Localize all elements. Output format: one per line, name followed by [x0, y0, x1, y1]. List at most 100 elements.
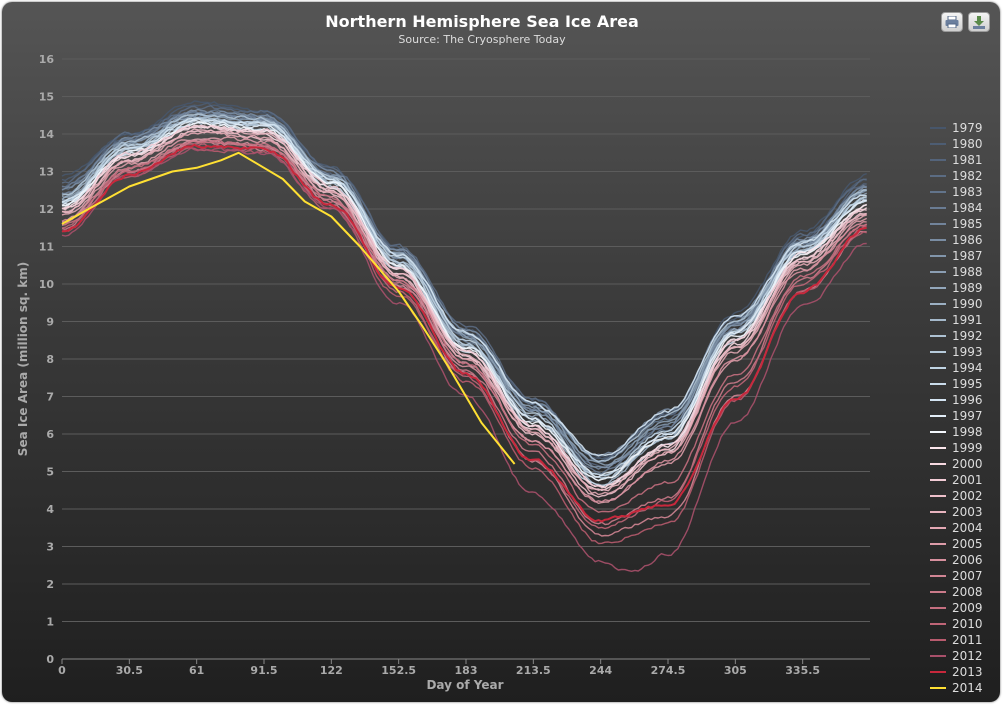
y-tick-label: 2	[46, 578, 54, 591]
chart-title: Northern Hemisphere Sea Ice Area	[325, 12, 638, 31]
legend-label: 1986	[952, 233, 983, 247]
legend-item-1979[interactable]: 1979	[930, 121, 983, 135]
legend-label: 1982	[952, 169, 983, 183]
series-line-2003	[62, 128, 868, 492]
series-line-2000	[61, 124, 868, 491]
legend-item-1991[interactable]: 1991	[930, 313, 983, 327]
x-tick-label: 30.5	[116, 664, 143, 677]
legend-label: 1995	[952, 377, 983, 391]
legend-label: 1991	[952, 313, 983, 327]
legend-label: 1989	[952, 281, 983, 295]
legend-item-1988[interactable]: 1988	[930, 265, 983, 279]
x-tick-label: 274.5	[651, 664, 686, 677]
series-line-2011	[61, 147, 867, 545]
legend-item-1994[interactable]: 1994	[930, 361, 983, 375]
legend-item-2013[interactable]: 2013	[930, 665, 983, 679]
series-line-1982	[61, 105, 867, 462]
y-axis-title: Sea Ice Area (million sq. km)	[16, 262, 30, 456]
series-line-1979	[61, 100, 867, 459]
y-tick-label: 14	[39, 128, 55, 141]
legend-item-2005[interactable]: 2005	[930, 537, 983, 551]
print-button[interactable]	[941, 12, 963, 32]
legend-label: 1987	[952, 249, 983, 263]
legend-label: 1990	[952, 297, 983, 311]
series-lines	[61, 100, 868, 572]
legend-label: 1980	[952, 137, 983, 151]
series-line-2004	[61, 131, 867, 496]
x-tick-label: 152.5	[381, 664, 416, 677]
series-line-2009	[62, 141, 868, 513]
y-tick-label: 4	[46, 503, 54, 516]
legend-item-1980[interactable]: 1980	[930, 137, 983, 151]
y-tick-label: 5	[46, 466, 54, 479]
legend[interactable]: 1979 1980 1981 1982 1983 1984 1985 1986 1987 1988…	[930, 121, 983, 695]
series-line-2005	[62, 136, 868, 504]
legend-item-1981[interactable]: 1981	[930, 153, 983, 167]
y-tick-label: 13	[39, 166, 54, 179]
legend-item-1986[interactable]: 1986	[930, 233, 983, 247]
x-axis-ticks: 0 30.5 61 91.5 122 152.5 183 213.5 244 274.5 305 33…	[58, 659, 820, 677]
export-button[interactable]	[968, 12, 990, 32]
y-tick-label: 10	[39, 278, 55, 291]
legend-item-1989[interactable]: 1989	[930, 281, 983, 295]
x-tick-label: 61	[189, 664, 204, 677]
series-line-1981	[61, 110, 867, 469]
y-tick-label: 15	[39, 91, 54, 104]
x-tick-label: 244	[589, 664, 612, 677]
legend-item-1998[interactable]: 1998	[930, 425, 983, 439]
legend-item-2004[interactable]: 2004	[930, 521, 983, 535]
legend-item-1983[interactable]: 1983	[930, 185, 983, 199]
legend-item-2009[interactable]: 2009	[930, 601, 983, 615]
legend-item-2006[interactable]: 2006	[930, 553, 983, 567]
legend-item-2011[interactable]: 2011	[930, 633, 983, 647]
legend-item-2003[interactable]: 2003	[930, 505, 983, 519]
legend-item-1982[interactable]: 1982	[930, 169, 983, 183]
legend-label: 1985	[952, 217, 983, 231]
legend-label: 2002	[952, 489, 983, 503]
legend-item-1999[interactable]: 1999	[930, 441, 983, 455]
legend-label: 1988	[952, 265, 983, 279]
legend-item-1996[interactable]: 1996	[930, 393, 983, 407]
x-tick-label: 0	[58, 664, 66, 677]
legend-label: 2009	[952, 601, 983, 615]
series-line-2001	[61, 124, 867, 489]
legend-label: 2007	[952, 569, 983, 583]
legend-label: 1984	[952, 201, 983, 215]
legend-item-1992[interactable]: 1992	[930, 329, 983, 343]
series-line-2014	[61, 151, 516, 465]
legend-label: 1999	[952, 441, 983, 455]
legend-label: 1994	[952, 361, 983, 375]
legend-item-1995[interactable]: 1995	[930, 377, 983, 391]
legend-item-1987[interactable]: 1987	[930, 249, 983, 263]
legend-item-2000[interactable]: 2000	[930, 457, 983, 471]
legend-item-2001[interactable]: 2001	[930, 473, 983, 487]
legend-item-1997[interactable]: 1997	[930, 409, 983, 423]
legend-label: 1979	[952, 121, 983, 135]
x-axis-title: Day of Year	[426, 678, 503, 692]
legend-label: 1997	[952, 409, 983, 423]
y-tick-label: 16	[39, 53, 55, 66]
y-tick-label: 6	[46, 428, 54, 441]
x-tick-label: 335.5	[785, 664, 820, 677]
series-line-1984	[61, 114, 868, 475]
legend-label: 2006	[952, 553, 983, 567]
legend-item-2012[interactable]: 2012	[930, 649, 983, 663]
legend-item-1990[interactable]: 1990	[930, 297, 983, 311]
legend-item-1985[interactable]: 1985	[930, 217, 983, 231]
legend-label: 1998	[952, 425, 983, 439]
series-line-1992	[61, 113, 867, 463]
legend-label: 2005	[952, 537, 983, 551]
legend-item-2002[interactable]: 2002	[930, 489, 983, 503]
y-tick-label: 3	[46, 541, 54, 554]
legend-item-2010[interactable]: 2010	[930, 617, 983, 631]
legend-label: 2004	[952, 521, 983, 535]
legend-item-2007[interactable]: 2007	[930, 569, 983, 583]
series-line-1993	[61, 120, 867, 479]
legend-item-1984[interactable]: 1984	[930, 201, 983, 215]
legend-item-2008[interactable]: 2008	[930, 585, 983, 599]
legend-item-1993[interactable]: 1993	[930, 345, 983, 359]
y-tick-label: 1	[46, 616, 54, 629]
legend-item-2014[interactable]: 2014	[930, 681, 983, 695]
